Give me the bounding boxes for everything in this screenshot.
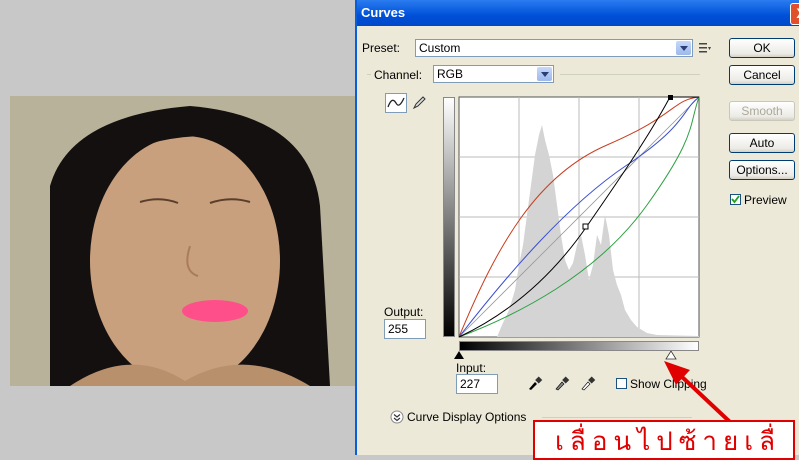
baseline-diagonal bbox=[458, 96, 700, 338]
black-eyedropper-icon[interactable] bbox=[526, 374, 544, 392]
red-curve bbox=[458, 96, 700, 338]
close-icon[interactable]: X bbox=[790, 3, 799, 25]
pencil-icon[interactable] bbox=[411, 95, 427, 111]
green-curve bbox=[458, 96, 700, 338]
auto-button[interactable]: Auto bbox=[729, 133, 795, 153]
curve-pencil-icon bbox=[387, 97, 405, 108]
curve-end-point[interactable] bbox=[668, 95, 673, 100]
group-border bbox=[560, 74, 700, 75]
chevron-down-icon[interactable] bbox=[676, 41, 691, 55]
curve-tool-button[interactable] bbox=[385, 93, 407, 113]
preset-value: Custom bbox=[419, 41, 461, 55]
preview-checkbox[interactable] bbox=[730, 194, 741, 205]
preset-label: Preset: bbox=[362, 41, 401, 55]
show-clipping-label: Show Clipping bbox=[630, 377, 707, 391]
gray-eyedropper-icon[interactable] bbox=[553, 374, 571, 392]
preset-menu-icon[interactable] bbox=[698, 41, 712, 55]
dialog-title: Curves bbox=[361, 5, 406, 20]
output-gradient-bar bbox=[443, 97, 455, 337]
output-label: Output: bbox=[384, 305, 424, 319]
input-gradient-bar bbox=[459, 341, 699, 351]
show-clipping-checkbox[interactable] bbox=[616, 378, 627, 389]
chevron-down-icon[interactable] bbox=[537, 67, 552, 81]
curve-display-options-label: Curve Display Options bbox=[407, 410, 527, 424]
curves-dialog: Curves X Preset: Custom OK Cancel Smooth… bbox=[355, 0, 799, 455]
title-bar[interactable]: Curves bbox=[357, 0, 799, 26]
input-input[interactable]: 227 bbox=[456, 374, 498, 394]
options-button[interactable]: Options... bbox=[729, 160, 795, 180]
white-point-slider[interactable] bbox=[665, 351, 677, 360]
face-image bbox=[10, 96, 355, 386]
checkmark-icon bbox=[731, 195, 740, 204]
blue-curve bbox=[458, 96, 700, 338]
photo-preview bbox=[10, 96, 355, 386]
preview-label: Preview bbox=[744, 193, 787, 207]
histogram bbox=[497, 125, 699, 337]
white-eyedropper-icon[interactable] bbox=[579, 374, 597, 392]
curves-graph[interactable] bbox=[457, 95, 701, 339]
ok-button[interactable]: OK bbox=[729, 38, 795, 58]
input-label: Input: bbox=[456, 361, 487, 375]
output-input[interactable]: 255 bbox=[384, 319, 426, 339]
channel-label: Channel: bbox=[374, 68, 423, 82]
channel-value: RGB bbox=[437, 67, 464, 81]
group-border bbox=[367, 74, 371, 75]
channel-select[interactable]: RGB bbox=[433, 65, 554, 83]
curve-control-point[interactable] bbox=[582, 223, 589, 230]
black-point-slider[interactable] bbox=[453, 351, 465, 360]
preset-select[interactable]: Custom bbox=[415, 39, 693, 57]
expand-chevron-icon[interactable] bbox=[390, 410, 404, 424]
annotation-callout: เลื่อนไปซ้ายเลื่ bbox=[533, 420, 795, 460]
cancel-button[interactable]: Cancel bbox=[729, 65, 795, 85]
smooth-button[interactable]: Smooth bbox=[729, 101, 795, 121]
group-border bbox=[542, 417, 692, 418]
